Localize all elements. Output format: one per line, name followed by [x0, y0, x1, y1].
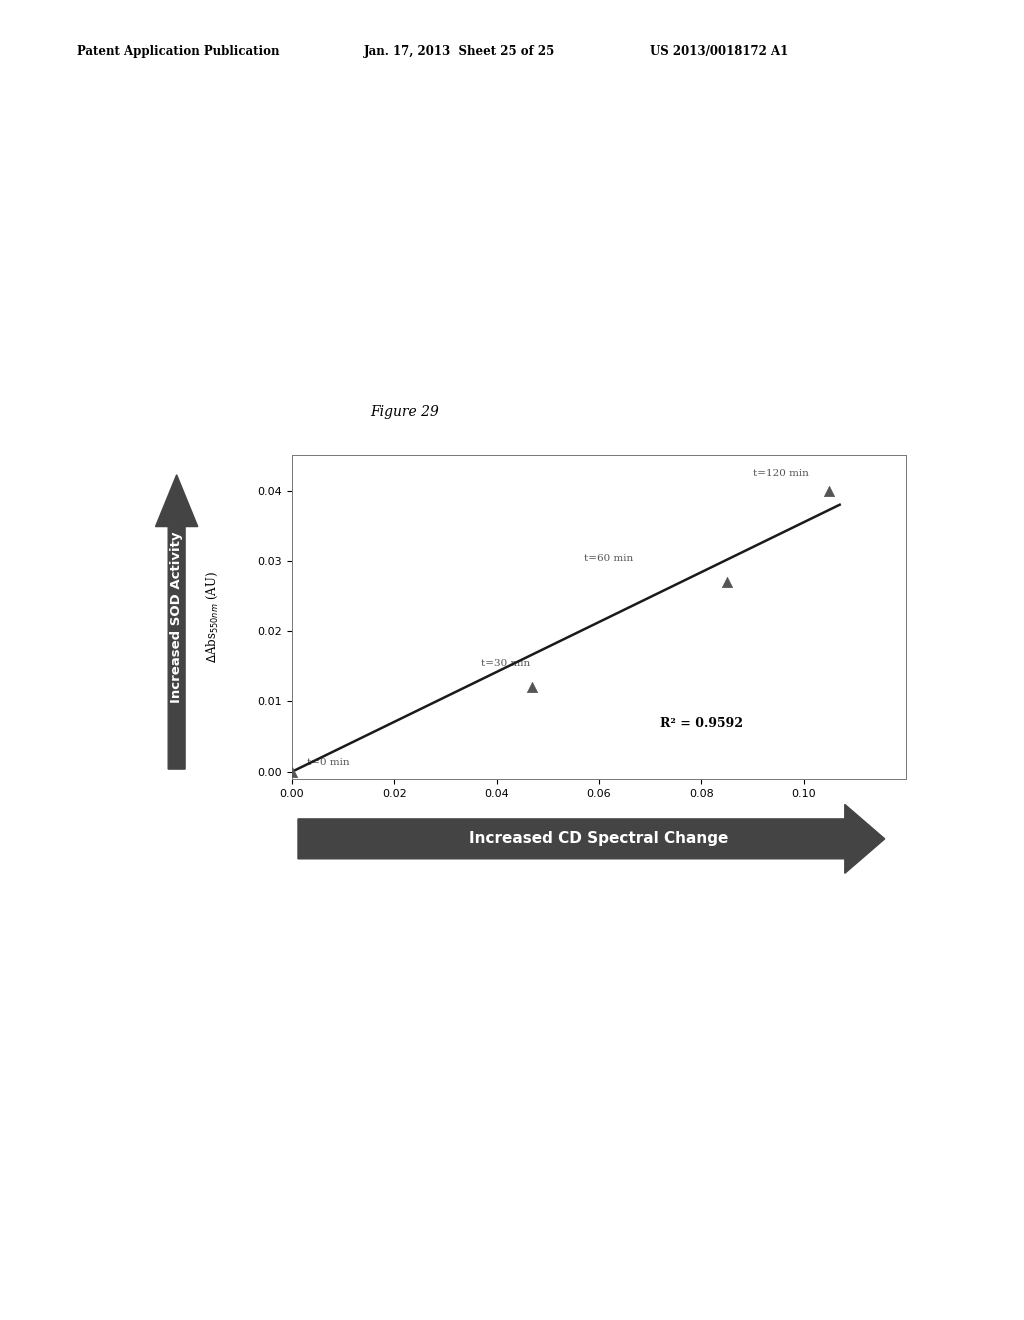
Text: t=120 min: t=120 min [753, 470, 809, 478]
Point [284, 762, 300, 783]
Text: t=60 min: t=60 min [584, 554, 633, 562]
Text: $\Delta$Abs$_{550nm}$ (AU): $\Delta$Abs$_{550nm}$ (AU) [205, 572, 219, 663]
Point [524, 677, 541, 698]
FancyArrow shape [298, 804, 885, 874]
Text: t=0 min: t=0 min [307, 758, 350, 767]
Text: US 2013/0018172 A1: US 2013/0018172 A1 [650, 45, 788, 58]
Text: t=30 min: t=30 min [481, 659, 530, 668]
FancyArrow shape [156, 475, 198, 770]
Text: Patent Application Publication: Patent Application Publication [77, 45, 280, 58]
Point [719, 572, 735, 593]
Text: R² = 0.9592: R² = 0.9592 [660, 717, 743, 730]
Text: Jan. 17, 2013  Sheet 25 of 25: Jan. 17, 2013 Sheet 25 of 25 [364, 45, 555, 58]
Text: Increased SOD Activity: Increased SOD Activity [170, 532, 183, 702]
Text: $\Delta$CD$_{19\ 200\ cm^{-1}}$ (mdeg): $\Delta$CD$_{19\ 200\ cm^{-1}}$ (mdeg) [536, 841, 663, 857]
Text: Increased CD Spectral Change: Increased CD Spectral Change [469, 832, 729, 846]
Text: Figure 29: Figure 29 [370, 405, 439, 418]
Point [821, 480, 838, 502]
